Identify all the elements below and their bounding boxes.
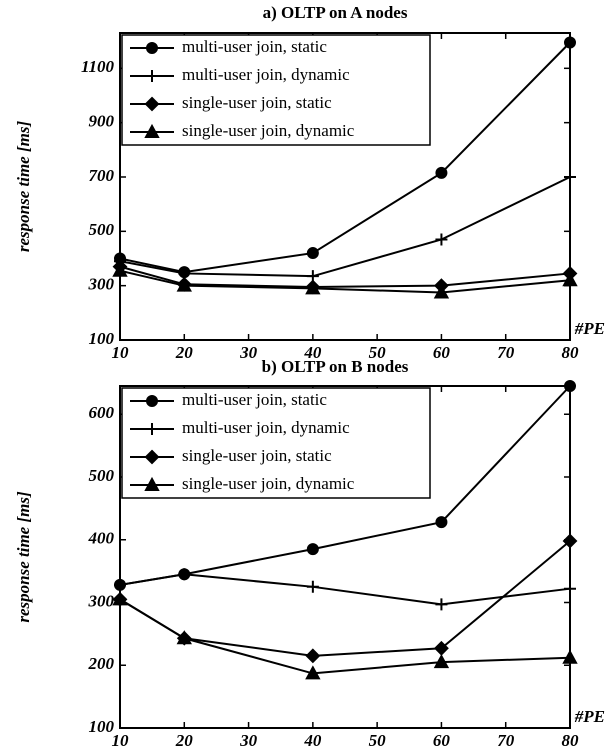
legend-label: single-user join, dynamic xyxy=(182,474,355,493)
data-point xyxy=(176,277,192,292)
x-tick-label: 20 xyxy=(175,731,194,750)
y-tick-label: 700 xyxy=(89,166,115,185)
data-point xyxy=(306,247,319,260)
data-point xyxy=(433,654,450,669)
x-tick-label: 40 xyxy=(303,731,322,750)
legend-marker xyxy=(144,449,160,465)
legend-label: single-user join, static xyxy=(182,446,332,465)
y-axis-label: response time [ms] xyxy=(14,121,33,253)
data-point xyxy=(114,578,126,591)
x-axis-label: #PE xyxy=(574,319,605,338)
legend-marker xyxy=(146,70,158,82)
x-axis-label: #PE xyxy=(574,707,605,726)
legend-box xyxy=(121,34,431,146)
legend-label: multi-user join, static xyxy=(182,37,327,56)
legend-label: multi-user join, dynamic xyxy=(182,65,350,84)
data-point xyxy=(306,580,319,593)
data-point xyxy=(435,598,448,611)
legend-marker xyxy=(146,423,158,435)
y-tick-label: 600 xyxy=(89,403,115,422)
series-line xyxy=(119,176,571,278)
y-tick-label: 1100 xyxy=(81,57,115,76)
legend-label: multi-user join, static xyxy=(182,390,327,409)
data-point xyxy=(562,533,578,549)
data-point xyxy=(305,280,321,295)
x-tick-label: 80 xyxy=(562,731,580,750)
data-point xyxy=(564,170,576,183)
data-point xyxy=(305,648,321,664)
x-tick-label: 70 xyxy=(497,731,515,750)
data-point xyxy=(564,380,576,392)
y-tick-label: 500 xyxy=(89,220,115,239)
legend-marker xyxy=(146,42,158,54)
data-point xyxy=(112,591,128,606)
x-tick-label: 10 xyxy=(112,731,130,750)
y-tick-label: 300 xyxy=(88,591,115,610)
x-tick-label: 60 xyxy=(433,343,451,362)
x-tick-label: 70 xyxy=(497,343,515,362)
y-tick-label: 100 xyxy=(89,717,115,736)
plot-frame xyxy=(119,385,571,729)
data-point xyxy=(564,36,576,49)
y-tick-label: 300 xyxy=(88,275,115,294)
y-tick-label: 200 xyxy=(88,654,115,673)
legend-marker xyxy=(144,96,160,112)
data-point xyxy=(564,582,576,595)
x-tick-label: 10 xyxy=(112,343,130,362)
data-point xyxy=(306,543,319,556)
data-point xyxy=(305,665,321,680)
y-tick-label: 400 xyxy=(88,529,115,548)
legend-marker xyxy=(144,123,160,138)
x-tick-label: 40 xyxy=(303,343,322,362)
x-tick-label: 50 xyxy=(369,343,387,362)
y-tick-label: 100 xyxy=(89,329,115,348)
legend-label: single-user join, dynamic xyxy=(182,121,355,140)
data-point xyxy=(435,233,448,246)
data-point xyxy=(176,630,192,645)
x-tick-label: 50 xyxy=(369,731,387,750)
data-point xyxy=(562,649,578,664)
data-point xyxy=(433,284,450,299)
data-point xyxy=(562,272,578,287)
y-tick-label: 500 xyxy=(89,466,115,485)
y-axis-label: response time [ms] xyxy=(14,491,33,623)
legend-label: multi-user join, dynamic xyxy=(182,418,350,437)
data-point xyxy=(435,166,448,179)
x-tick-label: 80 xyxy=(562,343,580,362)
x-tick-label: 30 xyxy=(239,343,258,362)
data-point xyxy=(435,516,448,529)
chart-title: b) OLTP on B nodes xyxy=(262,357,409,376)
y-tick-label: 900 xyxy=(89,112,115,131)
data-point xyxy=(112,262,128,277)
x-tick-label: 20 xyxy=(175,343,194,362)
x-tick-label: 30 xyxy=(239,731,258,750)
plot-frame xyxy=(119,32,571,341)
legend-marker xyxy=(146,395,158,407)
chart-title: a) OLTP on A nodes xyxy=(263,3,408,22)
data-point xyxy=(178,568,191,581)
x-tick-label: 60 xyxy=(433,731,451,750)
legend-label: single-user join, static xyxy=(182,93,332,112)
legend-marker xyxy=(144,476,160,491)
legend-box xyxy=(121,387,431,499)
